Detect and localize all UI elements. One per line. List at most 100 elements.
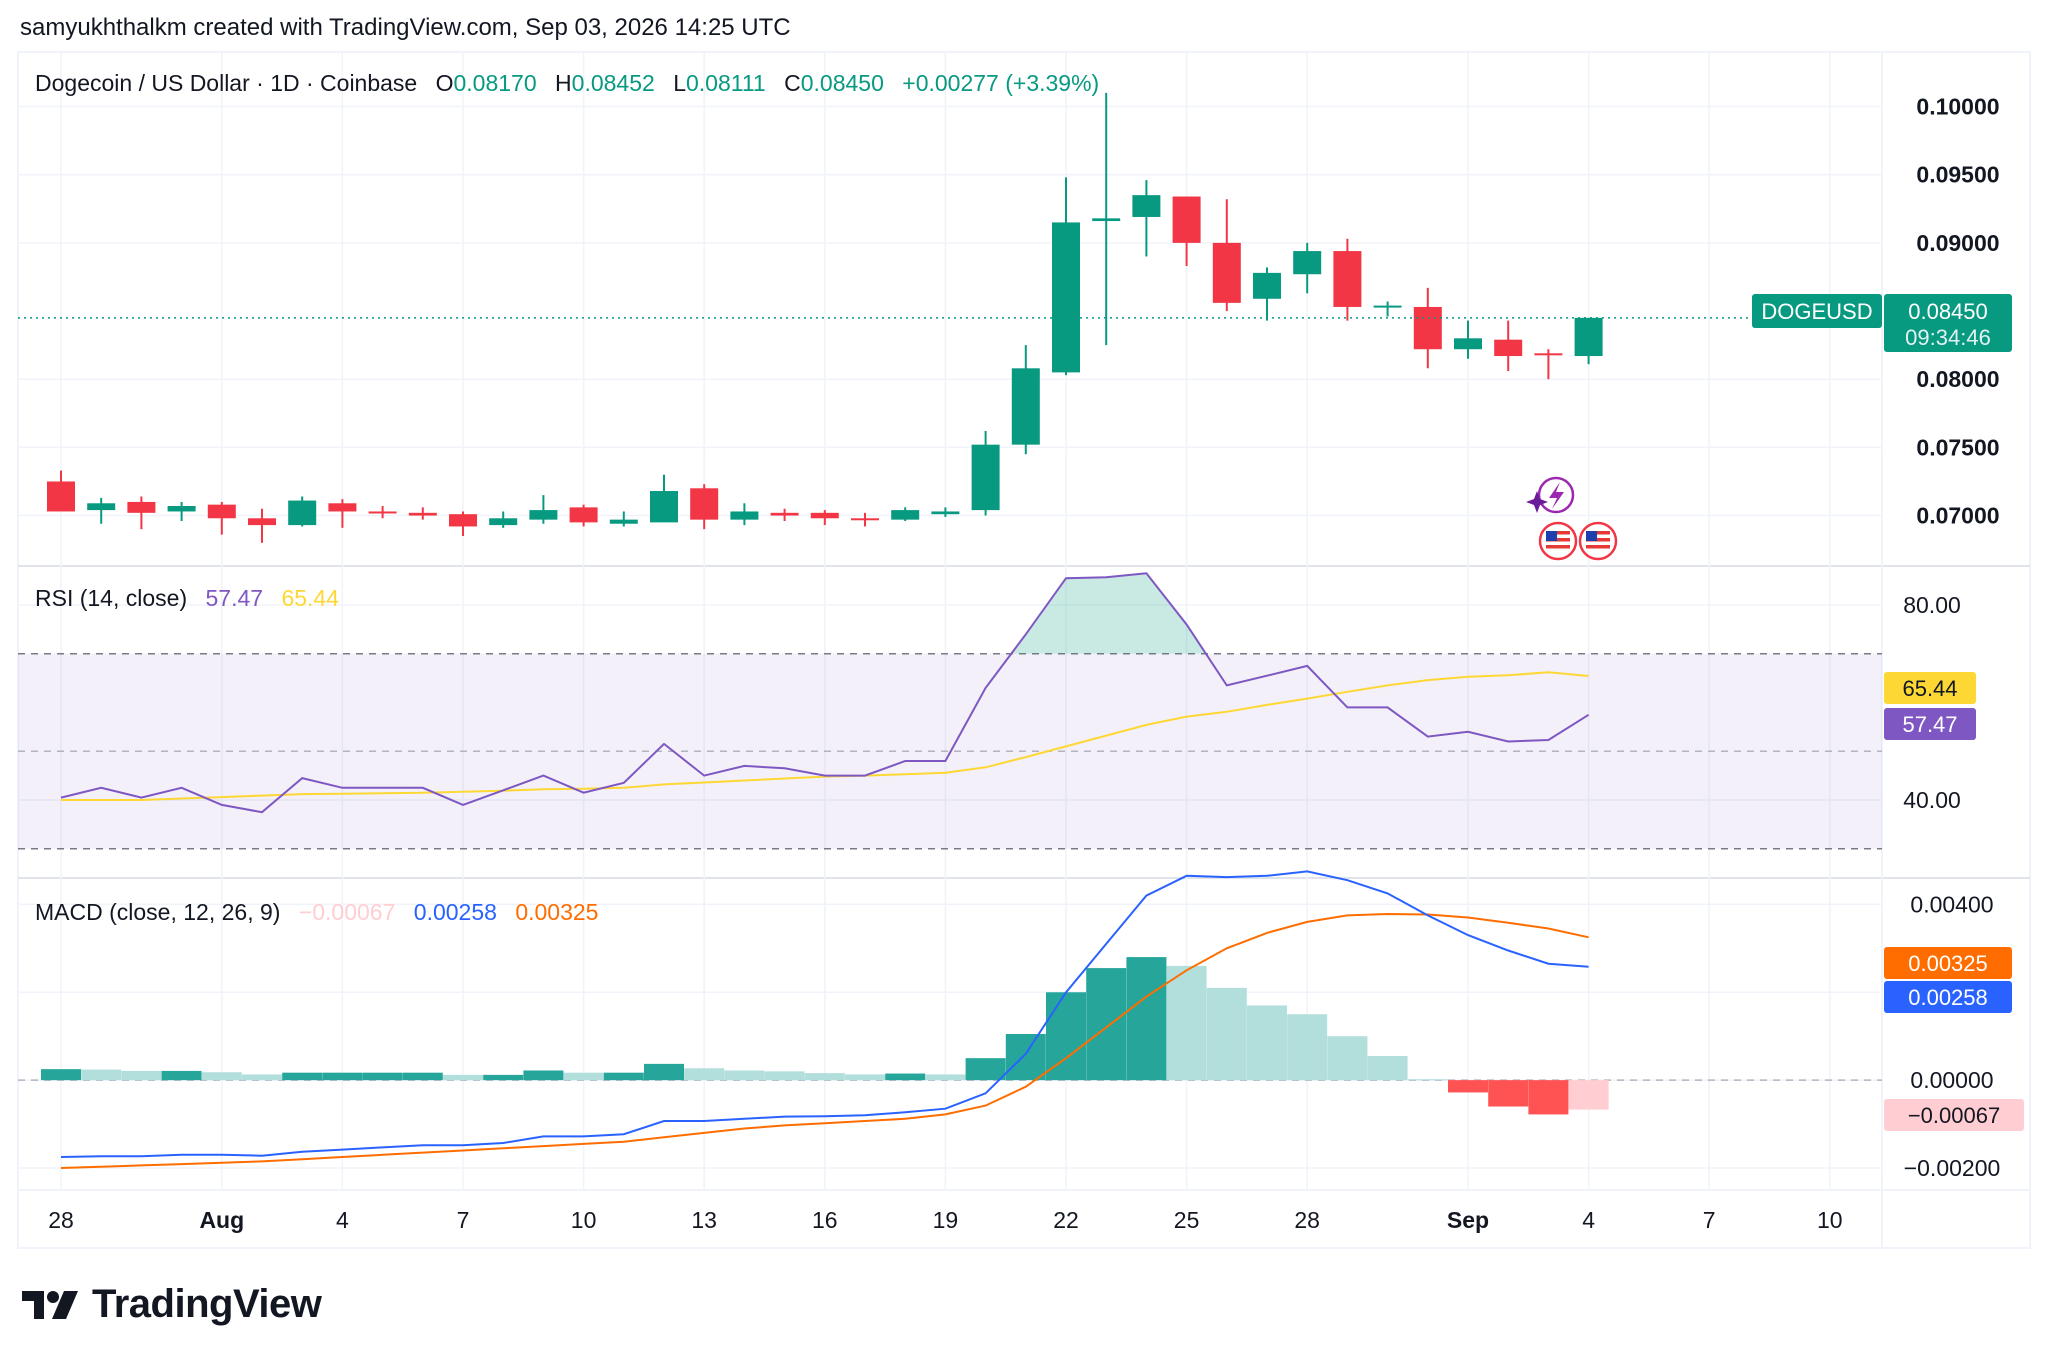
time-tick-label: 7 bbox=[457, 1207, 470, 1233]
time-tick-label: 10 bbox=[1817, 1207, 1843, 1233]
macd-hist-bar bbox=[1247, 1005, 1287, 1081]
candle bbox=[368, 506, 397, 519]
candle bbox=[207, 501, 236, 535]
candle-body bbox=[1212, 242, 1241, 303]
price-tick-label: 0.07000 bbox=[1916, 503, 1999, 529]
macd-hist-bar bbox=[1568, 1080, 1609, 1110]
candle bbox=[1052, 177, 1080, 376]
candle-body bbox=[1494, 339, 1523, 357]
candle-body bbox=[87, 503, 116, 511]
lightning-event-icon[interactable] bbox=[1526, 476, 1575, 514]
macd-hist-bar bbox=[1086, 968, 1127, 1081]
macd-hist-bar bbox=[684, 1068, 725, 1081]
candle-body bbox=[368, 511, 397, 514]
price-tick-label: 0.10000 bbox=[1916, 94, 1999, 120]
price-tick-label: 0.09000 bbox=[1916, 230, 1999, 256]
svg-text:65.44: 65.44 bbox=[1902, 676, 1957, 701]
macd-tick-label: −0.00200 bbox=[1904, 1155, 2001, 1181]
candle bbox=[1534, 349, 1563, 380]
legend-low-label: L bbox=[673, 70, 686, 96]
tradingview-logo: TradingView bbox=[22, 1282, 322, 1327]
macd-hist-bar bbox=[644, 1063, 684, 1081]
candle-body bbox=[1454, 338, 1482, 350]
macd-hist-bar bbox=[362, 1072, 403, 1081]
candle bbox=[127, 496, 156, 530]
time-tick-label: 7 bbox=[1703, 1207, 1716, 1233]
candle-body bbox=[1413, 306, 1442, 350]
candle bbox=[569, 504, 598, 527]
grid-lines bbox=[18, 52, 1882, 1190]
us-flag-event-icon[interactable] bbox=[1538, 521, 1578, 561]
candle bbox=[1253, 267, 1281, 321]
rsi-legend-ma: 65.44 bbox=[281, 585, 339, 611]
macd-hist-bar bbox=[322, 1072, 363, 1081]
rsi-legend-title: RSI (14, close) bbox=[35, 585, 187, 611]
candle-body bbox=[891, 510, 920, 520]
rsi-value-badge: 57.47 bbox=[1884, 708, 1976, 740]
candle bbox=[328, 499, 357, 528]
macd-value-badge: 0.00258 bbox=[1884, 981, 2012, 1013]
macd-hist-bar bbox=[1126, 957, 1167, 1081]
candle bbox=[47, 470, 75, 512]
time-tick-label: 10 bbox=[571, 1207, 597, 1233]
rsi-overbought-fill bbox=[1011, 573, 1206, 654]
candle bbox=[1574, 317, 1603, 365]
rsi-tick-label: 40.00 bbox=[1903, 787, 1961, 813]
macd-hist-bar bbox=[885, 1073, 926, 1081]
macd-hist-bar bbox=[402, 1072, 443, 1081]
price-badge-price: 0.08450 bbox=[1908, 299, 1988, 324]
macd-hist-bar bbox=[443, 1074, 483, 1081]
legend-open-label: O bbox=[436, 70, 454, 96]
macd-legend-hist: −0.00067 bbox=[299, 899, 396, 925]
macd-hist-bar bbox=[1287, 1014, 1328, 1081]
candle bbox=[1454, 320, 1482, 359]
candle bbox=[1333, 238, 1362, 321]
candle-body bbox=[1011, 368, 1040, 445]
candle-body bbox=[1373, 305, 1402, 308]
candle bbox=[609, 511, 638, 527]
price-tick-label: 0.07500 bbox=[1916, 434, 1999, 460]
price-badge-countdown: 09:34:46 bbox=[1905, 325, 1991, 350]
candle bbox=[770, 508, 799, 522]
time-tick-label: 4 bbox=[336, 1207, 349, 1233]
candle-body bbox=[248, 518, 276, 526]
price-candles bbox=[47, 92, 1603, 543]
macd-hist-bar bbox=[724, 1070, 765, 1081]
candle-body bbox=[47, 481, 75, 512]
macd-hist-bar bbox=[1528, 1080, 1569, 1115]
candle bbox=[248, 508, 276, 543]
macd-hist-bar bbox=[764, 1071, 805, 1081]
candle-body bbox=[207, 504, 236, 519]
rsi-legend-value: 57.47 bbox=[206, 585, 264, 611]
macd-hist-bar bbox=[1327, 1036, 1368, 1081]
chart-frame bbox=[17, 51, 2031, 1249]
candle-body bbox=[449, 514, 477, 527]
legend-low: 0.08111 bbox=[686, 70, 766, 96]
time-tick-label: 13 bbox=[691, 1207, 717, 1233]
candle-body bbox=[650, 491, 678, 523]
candle bbox=[810, 510, 839, 526]
candle-body bbox=[1534, 353, 1563, 356]
candle-body bbox=[1253, 272, 1281, 299]
us-flag-event-icon-2[interactable] bbox=[1578, 521, 1618, 561]
legend-close-label: C bbox=[784, 70, 801, 96]
macd-tick-label: 0.00000 bbox=[1910, 1067, 1993, 1093]
macd-hist-bar bbox=[523, 1070, 564, 1081]
candle-body bbox=[1333, 251, 1362, 307]
candle-body bbox=[971, 444, 1000, 511]
rsi-ma-badge: 65.44 bbox=[1884, 672, 1976, 704]
macd-legend: MACD (close, 12, 26, 9) −0.00067 0.00258… bbox=[35, 899, 598, 925]
price-tick-label: 0.09500 bbox=[1916, 162, 1999, 188]
candle-body bbox=[931, 511, 960, 515]
price-badge-value-bg bbox=[1884, 294, 2012, 352]
price-badge[interactable]: DOGEUSD 0.08450 09:34:46 bbox=[1752, 294, 2012, 352]
candle bbox=[851, 512, 879, 527]
macd-hist-bar bbox=[965, 1058, 1006, 1081]
chart-attribution: samyukhthalkm created with TradingView.c… bbox=[20, 14, 791, 41]
candle bbox=[1212, 199, 1241, 312]
macd-hist-bar bbox=[1005, 1034, 1046, 1081]
candle bbox=[891, 507, 920, 522]
time-axis-labels[interactable]: 28 Aug 4 7 10 13 16 19 22 25 28 Sep 4 7 10 bbox=[48, 1207, 1842, 1233]
candle-body bbox=[851, 518, 879, 521]
